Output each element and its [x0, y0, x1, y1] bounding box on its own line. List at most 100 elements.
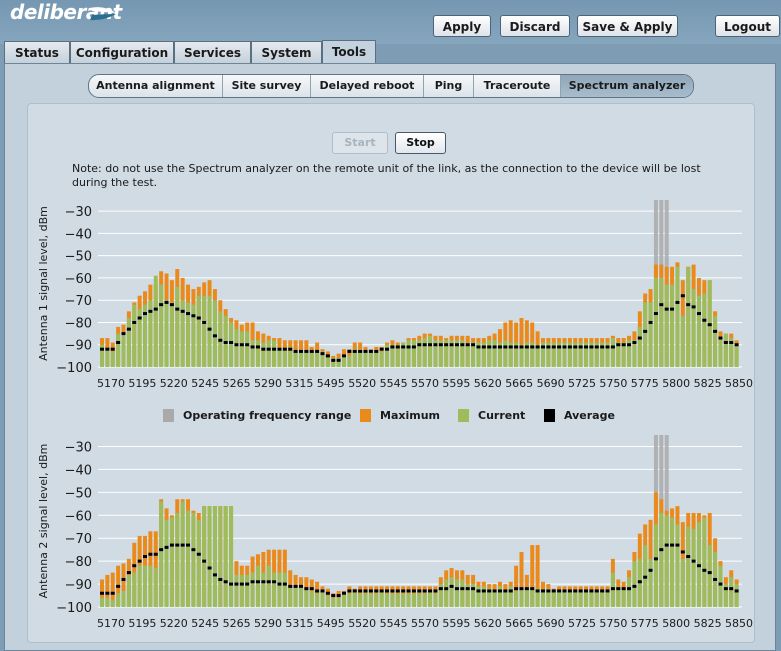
x-tick-label: 5265	[223, 377, 251, 390]
average-marker	[121, 577, 126, 581]
average-marker	[621, 587, 626, 591]
maximum-bar	[110, 572, 115, 607]
current-bar	[514, 342, 519, 367]
average-marker	[584, 589, 589, 593]
average-marker	[449, 343, 454, 347]
average-marker	[535, 589, 540, 593]
average-marker	[315, 589, 320, 593]
start-button[interactable]: Start	[332, 132, 388, 154]
average-marker	[514, 345, 519, 349]
current-bar	[519, 344, 524, 367]
current-bar	[132, 304, 137, 367]
average-marker	[288, 347, 293, 351]
average-marker	[395, 589, 400, 593]
average-marker	[304, 349, 309, 353]
current-bar	[164, 300, 169, 367]
average-marker	[562, 345, 567, 349]
x-tick-label: 5315	[285, 617, 313, 630]
current-bar	[465, 584, 470, 607]
current-bar	[245, 574, 250, 607]
tab-tools[interactable]: Tools	[322, 40, 376, 64]
x-tick-label: 5520	[348, 617, 376, 630]
current-bar	[261, 342, 266, 367]
current-bar	[277, 572, 282, 607]
average-marker	[546, 589, 551, 593]
current-bar	[438, 584, 443, 607]
current-bar	[116, 333, 121, 367]
average-marker	[707, 323, 712, 327]
current-bar	[653, 277, 658, 367]
maximum-bar	[514, 565, 519, 607]
average-marker	[100, 347, 104, 351]
current-bar	[691, 529, 696, 607]
average-marker	[169, 303, 174, 307]
current-bar	[476, 342, 481, 367]
discard-button[interactable]: Discard	[500, 15, 570, 37]
tab-system[interactable]: System	[251, 41, 322, 63]
logout-button[interactable]: Logout	[715, 15, 780, 37]
current-bar	[385, 344, 390, 367]
average-marker	[358, 349, 363, 353]
y-tick-label: −40	[65, 227, 92, 242]
subtab-spectrum-analyzer[interactable]: Spectrum analyzer	[561, 75, 693, 97]
average-marker	[385, 589, 390, 593]
current-bar	[347, 355, 352, 367]
current-bar	[557, 342, 562, 367]
tab-status[interactable]: Status	[4, 41, 70, 63]
average-marker	[718, 336, 723, 340]
current-bar	[686, 266, 691, 367]
subtab-delayed-reboot[interactable]: Delayed reboot	[311, 75, 424, 97]
current-bar	[648, 302, 653, 367]
subtab-ping[interactable]: Ping	[424, 75, 474, 97]
average-marker	[406, 345, 411, 349]
average-marker	[734, 589, 739, 593]
average-marker	[605, 589, 610, 593]
current-bar	[702, 517, 707, 607]
average-marker	[675, 543, 680, 547]
current-bar	[196, 519, 201, 607]
tab-services[interactable]: Services	[174, 41, 251, 63]
average-marker	[137, 559, 142, 563]
average-marker	[325, 354, 330, 358]
apply-button[interactable]: Apply	[433, 15, 491, 37]
average-marker	[653, 312, 658, 316]
current-bar	[293, 351, 298, 367]
average-marker	[557, 345, 562, 349]
current-bar	[110, 351, 115, 367]
average-marker	[390, 589, 395, 593]
average-marker	[261, 580, 266, 584]
average-marker	[659, 548, 664, 552]
current-bar	[670, 517, 675, 607]
stop-button[interactable]: Stop	[395, 132, 446, 154]
average-marker	[100, 591, 104, 595]
average-marker	[503, 345, 508, 349]
current-bar	[664, 515, 669, 607]
average-marker	[546, 345, 551, 349]
subtab-antenna-alignment[interactable]: Antenna alignment	[89, 75, 223, 97]
x-tick-label: 5620	[474, 377, 502, 390]
current-bar	[218, 506, 223, 607]
current-bar	[186, 510, 191, 607]
save-apply-button[interactable]: Save & Apply	[577, 15, 678, 37]
average-marker	[358, 589, 363, 593]
current-bar	[449, 577, 454, 607]
current-bar	[551, 590, 556, 607]
average-marker	[379, 347, 384, 351]
average-marker	[164, 545, 169, 549]
current-bar	[282, 572, 287, 607]
subtab-site-survey[interactable]: Site survey	[223, 75, 311, 97]
current-bar	[175, 512, 180, 607]
tab-configuration[interactable]: Configuration	[70, 41, 174, 63]
current-bar	[680, 558, 685, 607]
average-marker	[148, 309, 153, 313]
average-marker	[686, 303, 691, 307]
current-bar	[729, 338, 734, 367]
current-bar	[385, 593, 390, 607]
average-marker	[551, 345, 556, 349]
average-marker	[600, 345, 605, 349]
current-bar	[148, 565, 153, 607]
subtab-traceroute[interactable]: Traceroute	[474, 75, 561, 97]
current-bar	[153, 275, 158, 367]
average-marker	[729, 587, 734, 591]
current-bar	[476, 586, 481, 607]
